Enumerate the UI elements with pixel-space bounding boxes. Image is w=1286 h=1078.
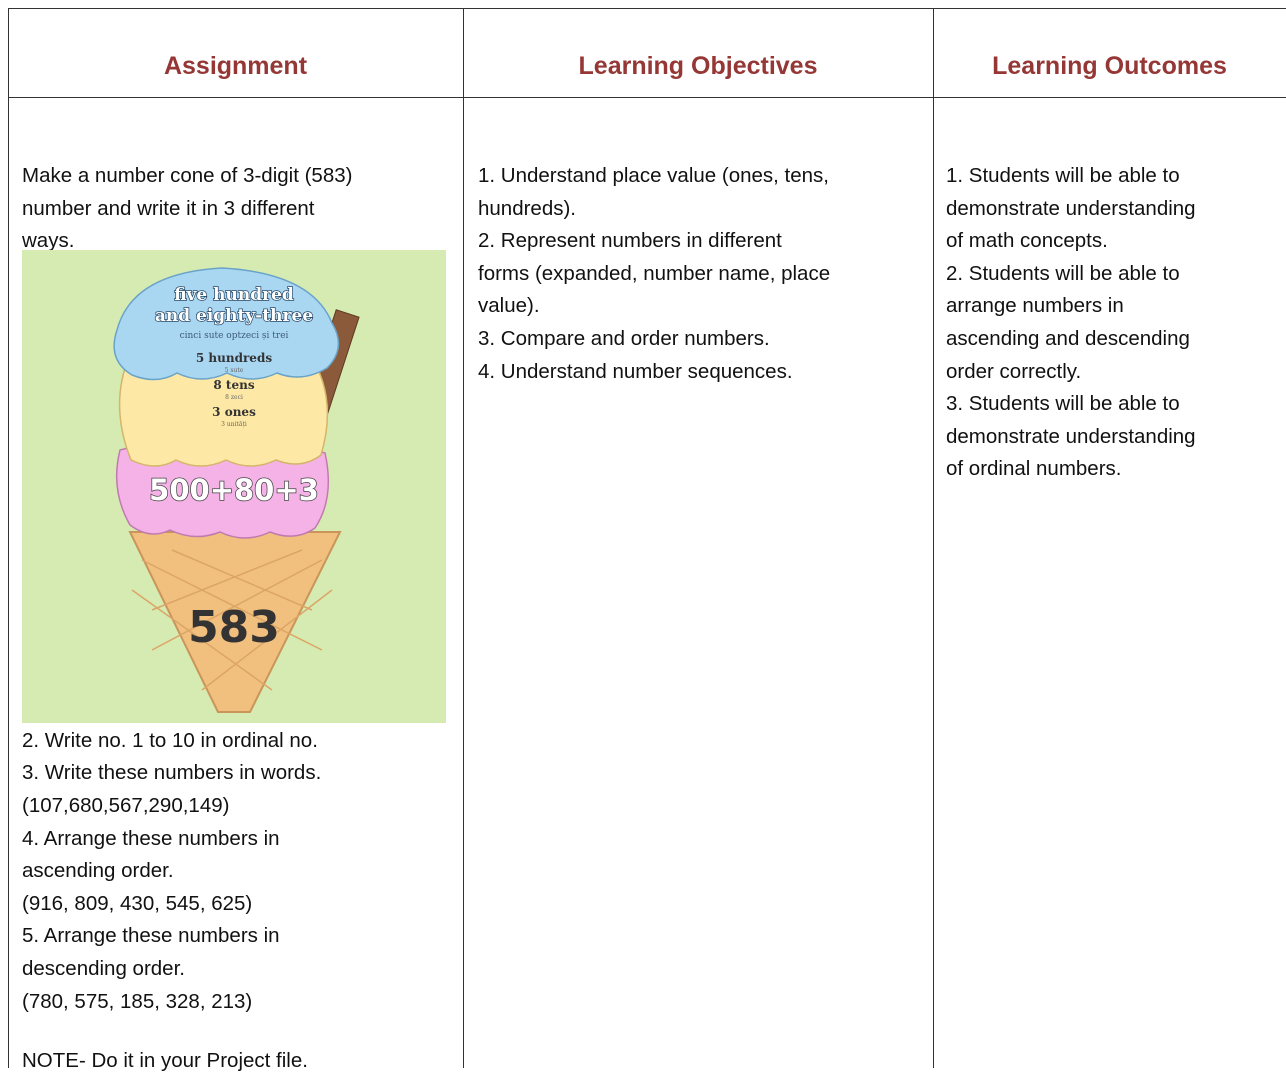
image-text: 8 tens bbox=[213, 378, 254, 392]
objective-line: 1. Understand place value (ones, tens, bbox=[478, 164, 829, 187]
image-text: five hundred bbox=[174, 285, 294, 305]
image-text: 3 unități bbox=[221, 421, 247, 428]
outcome-line: order correctly. bbox=[946, 359, 1082, 383]
column bbox=[8, 8, 463, 1068]
task-line: (107,680,567,290,149) bbox=[22, 793, 230, 817]
task-line: 3. Write these numbers in words. bbox=[22, 761, 322, 785]
outcome-line: ascending and descending bbox=[946, 326, 1190, 350]
tasks: 2. Write no. 1 to 10 in ordinal no. 3. Wr… bbox=[22, 725, 446, 1018]
outcome-line: of math concepts. bbox=[946, 229, 1108, 253]
assignment-cell: Make a number cone of 3-digit (583) numbe… bbox=[22, 160, 446, 1078]
outcome-line: 2. Students will be able to bbox=[946, 261, 1180, 285]
text-line: ways. bbox=[22, 229, 75, 253]
image-text: cinci sute optzeci și trei bbox=[180, 331, 289, 341]
objectives-cell: 1. Understand place value (ones, tens, hu… bbox=[478, 160, 830, 388]
outcomes-cell: 1. Students will be able to demonstrate u… bbox=[946, 160, 1196, 486]
task-line: 4. Arrange these numbers in bbox=[22, 826, 280, 850]
column-header: Assignment bbox=[163, 52, 308, 80]
header-row bbox=[8, 8, 1286, 98]
text-line: Make a number cone of 3-digit (583) bbox=[22, 164, 353, 187]
outcome-line: of ordinal numbers. bbox=[946, 457, 1122, 481]
task-line: descending order. bbox=[22, 956, 185, 980]
objective-line: 2. Represent numbers in different bbox=[478, 229, 782, 253]
column bbox=[933, 8, 1286, 1068]
objective-line: value). bbox=[478, 294, 540, 318]
objective-line: hundreds). bbox=[478, 196, 577, 220]
task-line: (916, 809, 430, 545, 625) bbox=[22, 891, 253, 915]
objective-line: forms (expanded, number name, place bbox=[478, 261, 831, 285]
image-text: 5 sute bbox=[225, 367, 244, 374]
column bbox=[463, 8, 933, 1068]
task-line: 5. Arrange these numbers in bbox=[22, 924, 280, 948]
outcome-line: 1. Students will be able to bbox=[946, 164, 1180, 187]
task-line: ascending order. bbox=[22, 859, 174, 883]
text-line: number and write it in 3 different bbox=[22, 196, 315, 220]
outcome-line: arrange numbers in bbox=[946, 294, 1124, 318]
outcome-line: demonstrate understanding bbox=[946, 424, 1196, 448]
objective-line: 4. Understand number sequences. bbox=[478, 359, 793, 383]
column-header: Learning Outcomes bbox=[992, 52, 1227, 80]
outcome-line: 3. Students will be able to bbox=[946, 392, 1180, 416]
image-text: 5 hundreds bbox=[196, 351, 272, 365]
image-text: 3 ones bbox=[212, 405, 256, 419]
task-line: (780, 575, 185, 328, 213) bbox=[22, 989, 253, 1013]
objective-line: 3. Compare and order numbers. bbox=[478, 326, 770, 350]
outcome-line: demonstrate understanding bbox=[946, 196, 1196, 220]
intro: Make a number cone of 3-digit (583) numbe… bbox=[22, 160, 446, 258]
task-line: 2. Write no. 1 to 10 in ordinal no. bbox=[22, 728, 318, 752]
note: NOTE- Do it in your Project file. bbox=[22, 1049, 308, 1073]
image-text: and eighty-three bbox=[155, 306, 313, 326]
column-header: Learning Objectives bbox=[578, 52, 818, 80]
image-text: 500+80+3 bbox=[149, 473, 319, 507]
image-text: 8 zeci bbox=[225, 394, 243, 401]
image-text: 583 bbox=[188, 602, 280, 653]
